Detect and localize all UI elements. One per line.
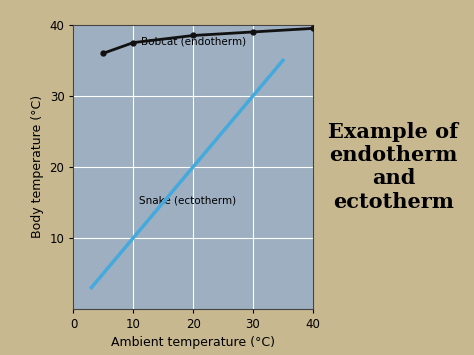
Text: Example of
endotherm
and
ectotherm: Example of endotherm and ectotherm	[328, 122, 458, 212]
Text: Bobcat (endotherm): Bobcat (endotherm)	[141, 36, 246, 46]
X-axis label: Ambient temperature (°C): Ambient temperature (°C)	[111, 337, 275, 349]
Y-axis label: Body temperature (°C): Body temperature (°C)	[31, 95, 44, 239]
Text: Snake (ectotherm): Snake (ectotherm)	[138, 196, 236, 206]
